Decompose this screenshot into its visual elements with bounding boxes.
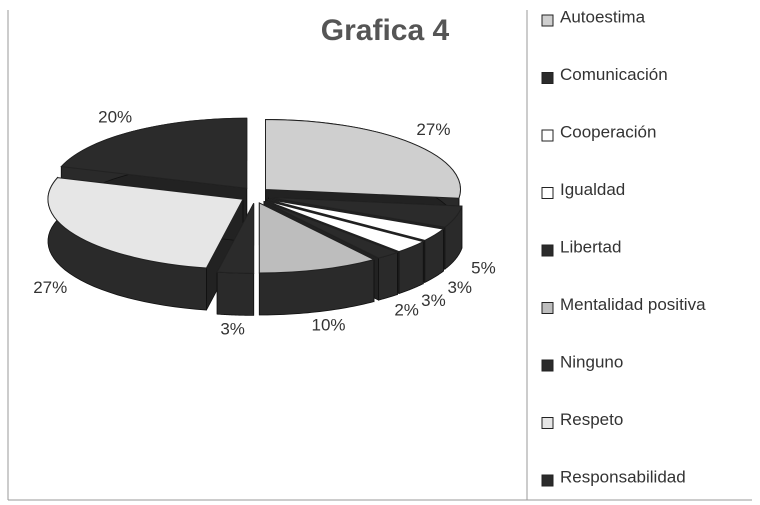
legend-label: Respeto (560, 410, 623, 429)
data-label: 20% (98, 107, 132, 126)
data-label: 3% (421, 291, 446, 310)
slice-top (268, 196, 463, 228)
legend-swatch (541, 244, 554, 257)
legend-swatch (541, 302, 554, 314)
data-label: 27% (416, 120, 450, 139)
slice-side (378, 251, 398, 301)
legend-label: Autoestima (560, 7, 646, 26)
legend-swatch (541, 187, 554, 199)
legend-swatch (541, 417, 554, 429)
slice-side (216, 271, 255, 316)
pie-slice (47, 176, 244, 311)
legend-label: Cooperación (560, 122, 656, 141)
data-label: 3% (447, 278, 472, 297)
data-label: 2% (394, 300, 419, 319)
legend-swatch (541, 359, 554, 372)
slice-top (265, 118, 461, 199)
data-label: 5% (471, 258, 496, 277)
slice-top (265, 200, 425, 253)
legend-label: Responsabilidad (560, 467, 686, 486)
legend-label: Libertad (560, 237, 621, 256)
legend-swatch (541, 72, 554, 84)
data-label: 27% (33, 278, 67, 297)
data-label: 10% (311, 316, 345, 335)
legend-swatch (541, 14, 554, 27)
data-label: 3% (220, 320, 245, 339)
legend-swatch (541, 129, 554, 142)
legend-label: Igualdad (560, 180, 625, 199)
slice-top (47, 177, 244, 269)
legend-label: Ninguno (560, 352, 623, 371)
slice-top (216, 203, 255, 274)
slice-top (266, 198, 445, 241)
legend-label: Mentalidad positiva (560, 295, 706, 314)
slice-top (60, 117, 248, 189)
legend-swatch (541, 474, 554, 487)
pie-slice (258, 202, 376, 316)
slice-top (258, 202, 376, 274)
legend-label: Comunicación (560, 65, 668, 84)
pie-slice (216, 203, 255, 316)
chart-title: Grafica 4 (321, 14, 450, 47)
slice-top (263, 201, 399, 259)
